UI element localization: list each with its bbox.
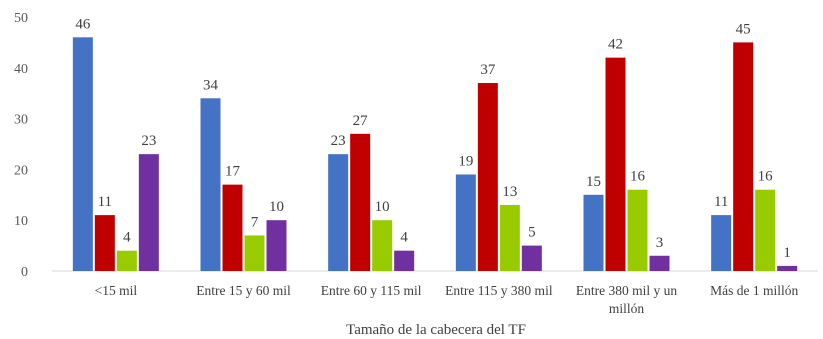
bar [521,245,542,271]
bar-value-label: 34 [203,77,219,93]
bar [583,194,604,271]
y-tick-label: 30 [14,113,28,128]
bar-value-label: 3 [656,235,664,251]
bar [649,255,670,271]
bar [94,215,115,271]
y-tick-label: 20 [14,163,28,178]
bar-value-label: 17 [225,164,241,180]
bar [733,42,754,272]
bar-value-label: 46 [75,16,91,32]
bar-value-label: 16 [630,169,646,185]
bar-value-label: 7 [251,214,259,230]
bar [72,37,93,271]
bar-value-label: 11 [714,194,728,210]
bar [244,235,265,271]
bar-value-label: 23 [141,133,156,149]
bar-value-label: 45 [736,21,751,37]
bar [200,98,221,271]
bar-value-label: 10 [269,199,284,215]
bar-value-label: 27 [353,113,369,129]
x-axis-title: Tamaño de la cabecera del TF [346,322,526,338]
bar [627,189,648,271]
bar [372,220,393,271]
bar-value-label: 23 [331,133,346,149]
bar-value-label: 5 [528,225,536,241]
bar [116,250,137,271]
bar [499,204,520,271]
bar-value-label: 13 [502,184,517,200]
y-tick-label: 10 [14,214,28,229]
bar-value-label: 37 [480,62,496,78]
bar-value-label: 15 [586,174,601,190]
bar-value-label: 10 [375,199,390,215]
bar [138,154,159,271]
bar [477,83,498,271]
category-label: Más de 1 millón [710,283,798,298]
category-label: millón [609,301,645,316]
bar-value-label: 4 [123,230,131,246]
bar [605,57,626,271]
bar [755,189,776,271]
bar [266,220,287,271]
y-axis: 0 10 20 30 40 50 [14,11,28,280]
bars [72,37,798,272]
bar-value-label: 19 [458,153,473,169]
y-tick-label: 50 [14,11,28,26]
bar [222,184,243,271]
category-label: Entre 15 y 60 mil [196,283,291,298]
bar-value-label: 4 [400,230,408,246]
y-tick-label: 0 [21,265,28,280]
bar-value-label: 42 [608,37,623,53]
category-label: Entre 380 mil y un [576,283,677,298]
category-label: Entre 115 y 380 mil [445,283,553,298]
bar [777,265,798,271]
category-label: Entre 60 y 115 mil [321,283,422,298]
category-labels: <15 mil Entre 15 y 60 mil Entre 60 y 115 m… [95,283,799,316]
bar-value-label: 1 [783,245,791,261]
bar [328,154,349,271]
category-label: <15 mil [95,283,138,298]
bar [394,250,415,271]
bar-value-label: 16 [758,169,774,185]
bar [455,174,476,271]
bar [711,215,732,271]
bar-value-label: 11 [98,194,112,210]
bar [350,133,371,271]
y-tick-label: 40 [14,62,28,77]
